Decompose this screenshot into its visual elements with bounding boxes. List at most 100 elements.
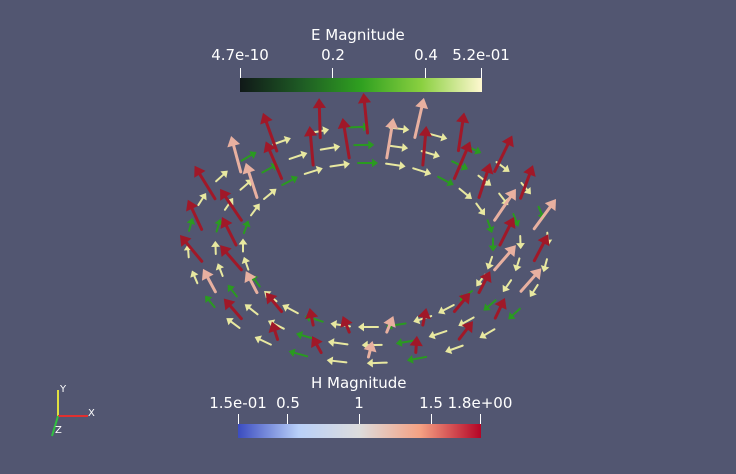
e-field-arrow (485, 219, 495, 234)
h-field-arrow (452, 292, 471, 314)
h-field-arrow (340, 315, 353, 334)
e-field-arrow (329, 160, 350, 169)
e-field-arrow (244, 304, 259, 316)
h-bar-tick-mark-4 (480, 414, 481, 424)
e-field-arrow (412, 167, 432, 177)
h-field-arrow (186, 199, 204, 231)
h-bar-tick-mark-3 (431, 414, 432, 424)
h-field-arrow (194, 165, 217, 201)
e-field-arrow (502, 279, 513, 293)
e-field-arrow (250, 203, 260, 217)
h-bar-tick-mark-2 (359, 414, 360, 424)
h-field-arrow (220, 217, 238, 247)
e-field-arrow (272, 135, 291, 146)
orientation-axes-widget: Y X Z (51, 384, 95, 437)
e-field-arrow (385, 161, 406, 170)
h-field-arrow (337, 118, 351, 160)
h-field-arrow (311, 336, 323, 355)
h-field-arrow (227, 136, 243, 174)
e-field-arrow (263, 188, 277, 201)
e-field-arrow (226, 318, 241, 329)
h-field-arrow (519, 165, 536, 200)
e-field-arrow (366, 358, 388, 368)
e-field-arrow (254, 335, 272, 346)
e-field-arrow (529, 283, 539, 298)
h-field-arrow (493, 188, 516, 222)
e-field-arrow (387, 143, 409, 152)
e-field-arrow (186, 217, 196, 232)
h-field-arrow (519, 268, 542, 293)
h-field-arrow (363, 340, 377, 359)
e-field-arrow (353, 140, 375, 150)
h-field-arrow (220, 188, 243, 222)
e-field-arrow (458, 187, 472, 200)
h-field-arrow (456, 112, 470, 153)
h-field-arrow (244, 271, 259, 295)
h-bar-tick-2: 1 (354, 394, 364, 412)
e-field-arrow (358, 322, 379, 332)
h-field-arrow (452, 141, 473, 180)
e-field-arrow (190, 270, 199, 285)
e-field-arrow (214, 218, 223, 233)
e-field-arrow (445, 344, 464, 355)
e-field-arrow (428, 330, 448, 340)
e-field-arrow (288, 348, 309, 358)
e-bar-tick-0: 4.7e-10 (211, 46, 269, 64)
h-field-arrow (493, 135, 514, 173)
e-field-arrow (438, 304, 455, 315)
h-field-arrow (305, 307, 319, 327)
h-field-arrow (532, 199, 557, 231)
e-field-arrow (282, 303, 299, 315)
e-field-arrow (288, 150, 308, 160)
e-field-arrow (327, 338, 349, 347)
e-field-arrow (238, 238, 248, 253)
h-bar-title: H Magnitude (311, 374, 407, 392)
e-field-arrow (357, 158, 378, 168)
e-field-arrow (241, 256, 251, 271)
h-field-arrow (385, 118, 399, 160)
h-field-arrow (417, 307, 431, 327)
e-field-arrow (540, 258, 550, 273)
e-field-arrow (513, 257, 522, 272)
e-field-arrow (475, 202, 485, 216)
e-field-arrow (319, 143, 341, 152)
e-field-arrow (242, 220, 251, 235)
h-bar-tick-mark-1 (287, 414, 288, 424)
h-bar-tick-3: 1.5 (419, 394, 443, 412)
h-field-arrow (242, 162, 259, 199)
e-field-arrow (211, 240, 220, 255)
h-bar-tick-4: 1.8e+00 (447, 394, 513, 412)
h-field-arrow (413, 97, 429, 139)
y-axis-label: Y (59, 384, 67, 395)
h-bar-tick-mark-0 (238, 414, 239, 424)
h-field-arrow (220, 245, 243, 272)
h-field-arrow (201, 268, 217, 294)
h-field-arrow (457, 321, 473, 341)
h-field-arrow (265, 292, 284, 314)
e-field-arrow (240, 151, 257, 162)
e-field-arrow (485, 255, 494, 270)
e-bar-tick-mark-3 (481, 68, 482, 78)
e-bar-tick-mark-1 (332, 68, 333, 78)
h-field-arrow (357, 93, 372, 135)
e-field-arrow (395, 338, 417, 347)
e-field-arrow (205, 295, 216, 309)
h-field-arrow (179, 234, 204, 263)
e-field-arrow (326, 356, 348, 366)
h-field-arrow (383, 315, 396, 334)
h-field-arrow (493, 245, 516, 272)
h-field-arrow (477, 271, 492, 295)
e-field-arrow (479, 328, 496, 339)
h-bar-tick-1: 0.5 (276, 394, 300, 412)
e-bar-gradient (240, 78, 482, 92)
h-field-arrow (418, 126, 432, 167)
h-field-arrow (498, 217, 516, 247)
h-field-arrow (268, 321, 282, 341)
e-field-arrow (303, 165, 323, 175)
x-axis-label: X (88, 408, 95, 419)
h-field-arrow (260, 112, 279, 153)
h-field-arrow (493, 297, 507, 320)
e-field-arrow (511, 213, 521, 227)
